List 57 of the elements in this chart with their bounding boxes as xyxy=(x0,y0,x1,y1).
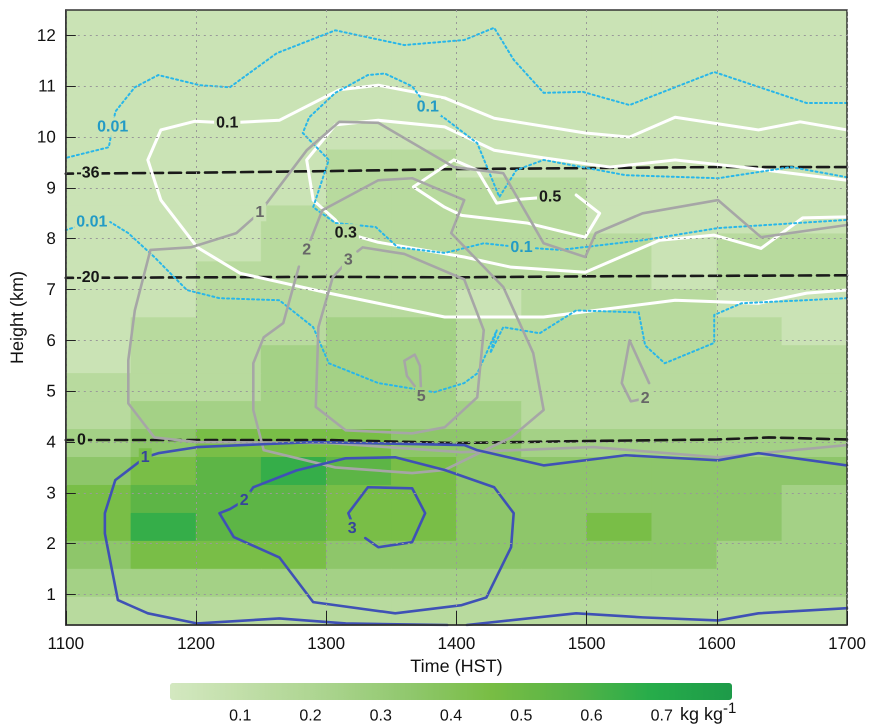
y-tick-label: 6 xyxy=(46,330,56,350)
color-bar-label: 0.2 xyxy=(299,708,322,724)
annotation: 5 xyxy=(416,388,426,405)
color-bar-label: 0.4 xyxy=(440,708,462,724)
line-series xyxy=(64,26,848,159)
color-bar-label: 0.1 xyxy=(229,708,252,724)
x-tick-label: 1700 xyxy=(828,634,866,653)
annotation: 2 xyxy=(302,241,312,258)
x-tick-label: 1400 xyxy=(437,634,476,653)
x-tick-label: 1600 xyxy=(698,634,736,653)
y-tick-label: 4 xyxy=(46,432,56,452)
y-tick-label: 8 xyxy=(46,229,56,248)
x-axis-title: Time (HST) xyxy=(410,656,503,676)
annotation: 0.1 xyxy=(216,114,238,132)
line-series xyxy=(302,72,848,254)
annotation: 0 xyxy=(76,431,86,448)
color-bar-label: 0.6 xyxy=(580,708,603,724)
annotation: 3 xyxy=(344,252,353,269)
x-tick-label: 1300 xyxy=(307,634,346,653)
color-bar-label: 0.7 xyxy=(650,708,673,724)
line-series xyxy=(620,339,650,403)
color-bar-title: kg kg$^{-1}$ xyxy=(680,700,736,725)
y-tick-label: 9 xyxy=(46,178,56,198)
annotation: 1 xyxy=(140,448,150,466)
y-tick-label: 5 xyxy=(46,382,56,401)
line-series xyxy=(466,606,848,626)
line-series xyxy=(218,456,515,615)
x-tick-label: 1100 xyxy=(48,634,84,653)
y-tick-label: 7 xyxy=(46,280,56,300)
x-tick-label: 1200 xyxy=(177,634,215,653)
color-bar-label: 0.5 xyxy=(510,708,532,724)
annotation: 0.01 xyxy=(97,118,128,136)
annotation: 0.1 xyxy=(510,238,533,256)
x-tick-label: 1500 xyxy=(568,634,606,653)
y-tick-label: 11 xyxy=(38,76,56,96)
color-bar-label: 0.3 xyxy=(370,708,392,724)
annotation: 2 xyxy=(240,492,249,509)
annotation: 0.5 xyxy=(539,188,562,206)
annotation: 0.01 xyxy=(76,213,108,230)
y-tick-label: 1 xyxy=(46,585,56,604)
annotation: -36 xyxy=(76,164,100,182)
line-series xyxy=(314,246,486,435)
y-tick-label: 2 xyxy=(46,534,56,554)
annotation: 3 xyxy=(348,520,357,537)
y-tick-label: 10 xyxy=(36,128,56,147)
line-series xyxy=(412,158,602,239)
annotation: 1 xyxy=(255,204,264,221)
annotation: -20 xyxy=(76,268,100,286)
y-tick-label: 3 xyxy=(46,483,56,502)
annotation: 0.3 xyxy=(334,224,357,242)
annotation: 2 xyxy=(640,390,650,407)
line-series xyxy=(104,440,848,626)
line-series xyxy=(347,486,426,549)
annotation: 0.1 xyxy=(416,98,439,116)
y-axis-title: Height (km) xyxy=(7,270,27,364)
y-tick-label: 12 xyxy=(36,26,56,45)
line-series xyxy=(146,84,848,318)
